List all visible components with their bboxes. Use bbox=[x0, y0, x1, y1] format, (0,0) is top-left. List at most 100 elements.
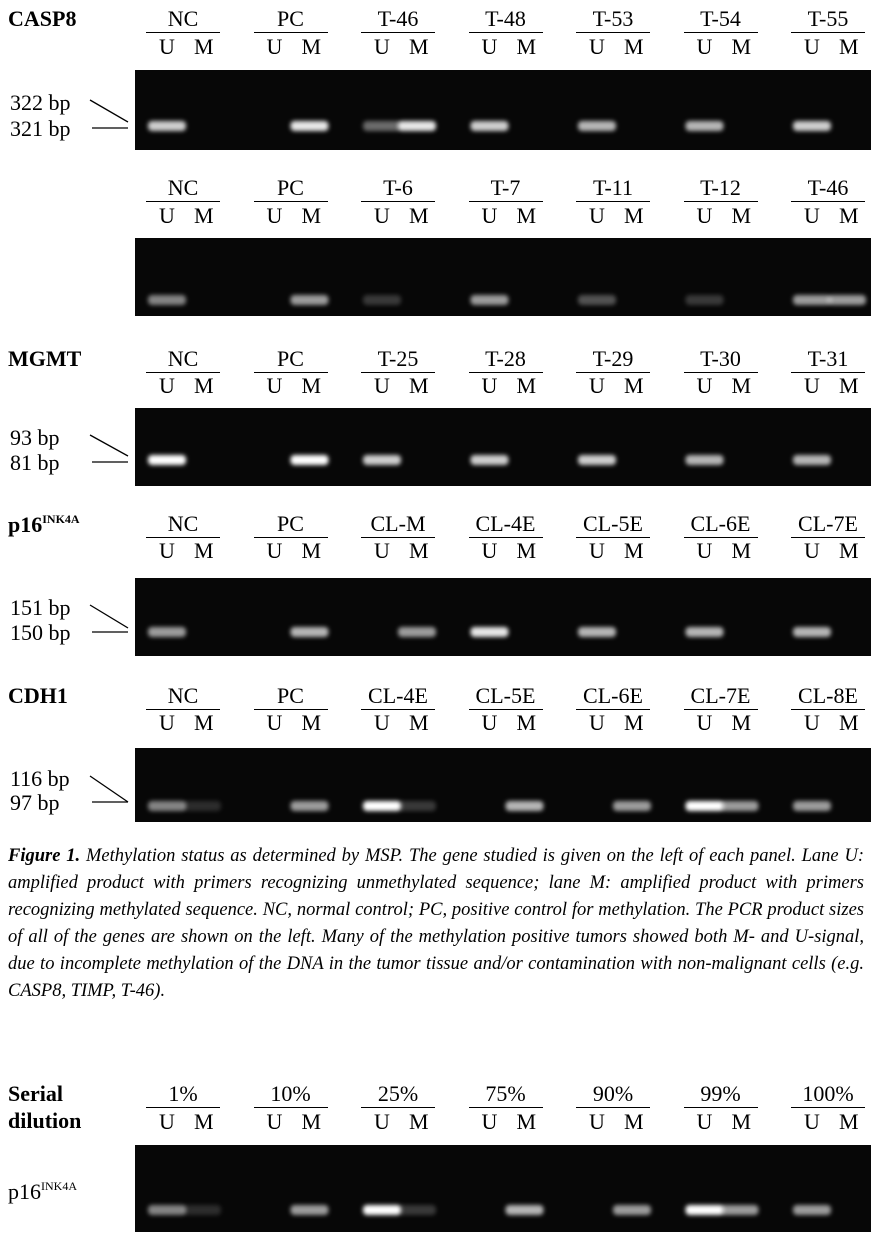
band bbox=[686, 121, 724, 131]
lane-label: M bbox=[194, 712, 214, 734]
band bbox=[471, 121, 509, 131]
lane-label: U bbox=[482, 540, 498, 562]
group-label: NC bbox=[146, 348, 220, 373]
band bbox=[613, 801, 651, 811]
band bbox=[183, 1205, 221, 1215]
band bbox=[471, 295, 509, 305]
size-label: 150 bp bbox=[10, 622, 71, 644]
label-base: p16 bbox=[8, 1179, 41, 1204]
lane-label: U bbox=[267, 36, 283, 58]
band bbox=[291, 295, 329, 305]
group-label: CL-7E bbox=[791, 513, 865, 538]
lane-label: U bbox=[589, 375, 605, 397]
band bbox=[721, 801, 759, 811]
caption-text: Methylation status as determined by MSP.… bbox=[8, 846, 864, 1001]
group-label: T-11 bbox=[576, 177, 650, 202]
group-label: 10% bbox=[254, 1083, 328, 1108]
lane-label: U bbox=[804, 712, 820, 734]
lane-label: U bbox=[482, 36, 498, 58]
group-label: CL-6E bbox=[684, 513, 758, 538]
group-label: 100% bbox=[791, 1083, 865, 1108]
gene-label: CASP8 bbox=[8, 8, 76, 30]
size-label: 93 bp bbox=[10, 427, 60, 449]
group-label: 75% bbox=[469, 1083, 543, 1108]
lane-label: M bbox=[624, 205, 644, 227]
size-pointer bbox=[90, 776, 128, 802]
band bbox=[363, 295, 401, 305]
group-label: CL-5E bbox=[469, 685, 543, 710]
group-label: CL-5E bbox=[576, 513, 650, 538]
group-label: NC bbox=[146, 685, 220, 710]
row-label: p16INK4A bbox=[8, 1180, 77, 1203]
gene-label: MGMT bbox=[8, 348, 81, 370]
band bbox=[793, 121, 831, 131]
size-pointer bbox=[90, 435, 128, 456]
group-label: CL-4E bbox=[361, 685, 435, 710]
group-label: T-54 bbox=[684, 8, 758, 33]
lane-label: U bbox=[374, 712, 390, 734]
lane-label: M bbox=[302, 1111, 322, 1133]
lane-label: U bbox=[267, 205, 283, 227]
size-label: 151 bp bbox=[10, 597, 71, 619]
lane-label: M bbox=[624, 540, 644, 562]
label-sup: INK4A bbox=[42, 512, 79, 526]
lane-label: U bbox=[374, 540, 390, 562]
lane-label: M bbox=[302, 712, 322, 734]
band bbox=[471, 455, 509, 465]
group-label: NC bbox=[146, 177, 220, 202]
lane-label: M bbox=[732, 540, 752, 562]
band bbox=[291, 455, 329, 465]
band bbox=[721, 1205, 759, 1215]
lane-label: U bbox=[482, 712, 498, 734]
group-label: T-46 bbox=[791, 177, 865, 202]
size-pointer bbox=[90, 100, 128, 122]
gel bbox=[135, 578, 871, 656]
lane-label: U bbox=[482, 1111, 498, 1133]
band bbox=[291, 801, 329, 811]
band bbox=[793, 801, 831, 811]
band bbox=[148, 295, 186, 305]
lane-label: M bbox=[194, 540, 214, 562]
gene-label: CDH1 bbox=[8, 685, 68, 707]
lane-label: U bbox=[159, 36, 175, 58]
lane-label: M bbox=[302, 375, 322, 397]
band bbox=[793, 1205, 831, 1215]
gene-label: p16INK4A bbox=[8, 513, 80, 536]
lane-label: M bbox=[839, 375, 859, 397]
lane-label: U bbox=[589, 36, 605, 58]
lane-label: M bbox=[839, 36, 859, 58]
size-label: 116 bp bbox=[10, 768, 70, 790]
size-label: 81 bp bbox=[10, 452, 60, 474]
lane-label: M bbox=[409, 540, 429, 562]
band bbox=[578, 455, 616, 465]
band bbox=[291, 121, 329, 131]
band bbox=[148, 1205, 186, 1215]
band bbox=[793, 627, 831, 637]
lane-label: M bbox=[624, 1111, 644, 1133]
band bbox=[148, 121, 186, 131]
lane-label: U bbox=[804, 205, 820, 227]
lane-label: M bbox=[624, 712, 644, 734]
lane-label: U bbox=[589, 540, 605, 562]
lane-label: U bbox=[804, 1111, 820, 1133]
lane-label: U bbox=[697, 36, 713, 58]
lane-label: U bbox=[589, 205, 605, 227]
label-base: MGMT bbox=[8, 346, 81, 371]
lane-label: U bbox=[697, 712, 713, 734]
lane-label: U bbox=[159, 712, 175, 734]
lane-label: M bbox=[624, 36, 644, 58]
band bbox=[291, 627, 329, 637]
band bbox=[793, 295, 831, 305]
group-label: CL-M bbox=[361, 513, 435, 538]
band bbox=[471, 627, 509, 637]
lane-label: M bbox=[517, 1111, 537, 1133]
group-label: PC bbox=[254, 177, 328, 202]
lane-label: M bbox=[194, 36, 214, 58]
band bbox=[363, 455, 401, 465]
lane-label: M bbox=[732, 375, 752, 397]
group-label: CL-4E bbox=[469, 513, 543, 538]
size-label: 322 bp bbox=[10, 92, 71, 114]
band bbox=[686, 1205, 724, 1215]
band bbox=[363, 1205, 401, 1215]
band bbox=[613, 1205, 651, 1215]
